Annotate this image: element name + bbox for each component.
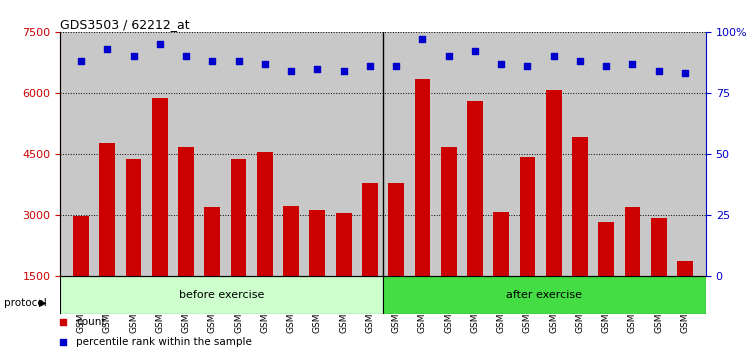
Bar [493, 212, 509, 337]
Bar [625, 207, 641, 337]
Bar [152, 98, 167, 337]
Bar [73, 216, 89, 337]
Point [338, 68, 350, 74]
Point [442, 53, 454, 59]
Point [207, 58, 219, 64]
Bar [383, 276, 706, 314]
Point [626, 61, 638, 67]
Point [101, 46, 113, 52]
Point [285, 68, 297, 74]
Point [495, 61, 507, 67]
Text: after exercise: after exercise [506, 290, 583, 300]
Bar [677, 261, 693, 337]
Point [233, 58, 245, 64]
Point [57, 320, 69, 325]
Point [128, 53, 140, 59]
Bar [178, 147, 194, 337]
Point [679, 70, 691, 76]
Bar [651, 218, 667, 337]
Bar [309, 210, 325, 337]
Bar [467, 101, 483, 337]
Point [180, 53, 192, 59]
Bar [388, 183, 404, 337]
Bar [546, 90, 562, 337]
Bar [231, 159, 246, 337]
Point [259, 61, 271, 67]
Bar [362, 183, 378, 337]
Point [600, 63, 612, 69]
Point [312, 66, 324, 72]
Bar [599, 222, 614, 337]
Point [547, 53, 559, 59]
Bar [441, 147, 457, 337]
Text: percentile rank within the sample: percentile rank within the sample [77, 337, 252, 347]
Text: protocol: protocol [4, 298, 47, 308]
Bar [336, 213, 351, 337]
Bar [257, 152, 273, 337]
Bar [60, 276, 383, 314]
Point [390, 63, 402, 69]
Point [75, 58, 87, 64]
Text: ▶: ▶ [39, 298, 47, 308]
Point [521, 63, 533, 69]
Text: before exercise: before exercise [179, 290, 264, 300]
Bar [125, 159, 141, 337]
Point [574, 58, 586, 64]
Bar [520, 157, 535, 337]
Bar [283, 206, 299, 337]
Point [469, 48, 481, 54]
Bar [415, 79, 430, 337]
Point [364, 63, 376, 69]
Point [57, 339, 69, 345]
Bar [572, 137, 588, 337]
Point [653, 68, 665, 74]
Text: count: count [77, 318, 106, 327]
Point [154, 41, 166, 47]
Bar [99, 143, 115, 337]
Point [416, 36, 428, 42]
Text: GDS3503 / 62212_at: GDS3503 / 62212_at [60, 18, 190, 31]
Bar [204, 207, 220, 337]
